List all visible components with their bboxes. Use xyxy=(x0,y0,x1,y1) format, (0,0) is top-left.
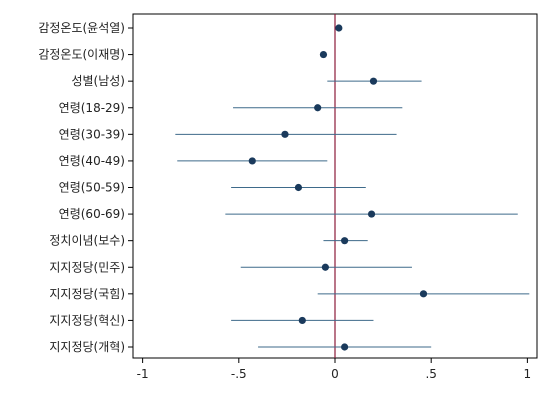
intervals-layer xyxy=(175,27,530,348)
x-tick-label: -1 xyxy=(137,367,149,381)
point-estimate xyxy=(335,24,343,32)
x-tick-label: 0 xyxy=(331,367,339,381)
y-tick-label: 연령(18-29) xyxy=(59,101,125,115)
points-layer xyxy=(248,24,428,351)
point-estimate xyxy=(367,210,376,218)
point-estimate xyxy=(419,290,428,298)
y-tick-label: 지지정당(혁신) xyxy=(49,313,125,327)
y-tick-label: 지지정당(개혁) xyxy=(49,340,125,354)
point-estimate xyxy=(341,343,349,351)
y-axis: 감정온도(윤석열) 감정온도(이재명) 성별(남성) 연령(18-29) 연령(30-3… xyxy=(38,21,133,354)
point-estimate xyxy=(314,104,322,112)
y-tick-label: 성별(남성) xyxy=(71,74,125,88)
y-tick-label: 연령(60-69) xyxy=(59,207,125,221)
y-tick-label: 정치이념(보수) xyxy=(49,234,125,248)
point-estimate xyxy=(281,130,289,138)
y-tick-label: 연령(40-49) xyxy=(59,154,125,168)
x-tick-label: -.5 xyxy=(231,367,247,381)
y-tick-label: 지지정당(국힘) xyxy=(49,287,125,301)
y-tick-label: 지지정당(민주) xyxy=(49,260,125,274)
y-tick-label: 감정온도(이재명) xyxy=(38,48,125,62)
point-estimate xyxy=(321,263,329,271)
x-tick-label: .5 xyxy=(425,367,436,381)
point-estimate xyxy=(319,50,328,59)
point-estimate xyxy=(341,237,349,245)
y-tick-label: 연령(30-39) xyxy=(59,127,125,141)
x-tick-label: 1 xyxy=(524,367,532,381)
point-estimate xyxy=(248,157,256,165)
y-tick-label: 감정온도(윤석열) xyxy=(38,21,125,35)
x-axis: -1 -.5 0 .5 1 xyxy=(137,358,532,381)
point-estimate xyxy=(369,77,378,85)
y-tick-label: 연령(50-59) xyxy=(59,181,125,195)
point-estimate xyxy=(298,316,306,325)
point-estimate xyxy=(294,183,303,192)
